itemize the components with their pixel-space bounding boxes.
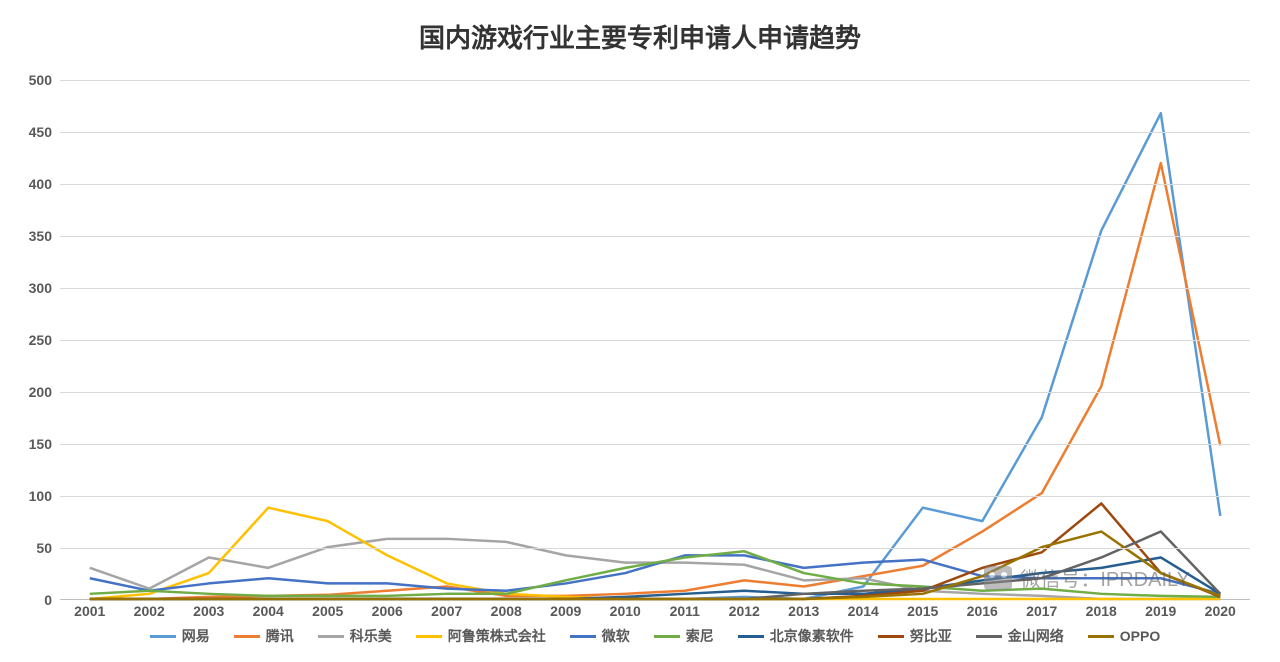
legend-item: 科乐美 — [318, 626, 392, 646]
x-tick-label: 2011 — [670, 603, 700, 619]
x-tick-label: 2019 — [1145, 603, 1176, 619]
legend-label: 努比亚 — [910, 626, 952, 646]
gridline — [60, 236, 1250, 237]
series-line — [90, 163, 1221, 599]
legend-label: 微软 — [602, 626, 630, 646]
x-tick-label: 2001 — [74, 603, 105, 619]
gridline — [60, 184, 1250, 185]
legend-item: 网易 — [150, 626, 210, 646]
x-axis-labels: 2001 2002 2003 2004 2005 2006 2007 2008 2009 2010… — [60, 599, 1250, 623]
x-tick-label: 2008 — [491, 603, 522, 619]
x-tick-label: 2018 — [1086, 603, 1117, 619]
gridline — [60, 80, 1250, 81]
series-line — [90, 113, 1221, 599]
x-tick-label: 2007 — [431, 603, 462, 619]
y-tick-label: 350 — [29, 228, 52, 244]
x-tick-label: 2006 — [372, 603, 403, 619]
x-tick-label: 2017 — [1026, 603, 1057, 619]
gridline — [60, 132, 1250, 133]
x-tick-label: 2015 — [907, 603, 938, 619]
legend-item: 腾讯 — [234, 626, 294, 646]
x-tick-label: 2012 — [729, 603, 760, 619]
legend-swatch — [976, 635, 1002, 638]
legend-label: 索尼 — [686, 626, 714, 646]
legend-item: 阿鲁策株式会社 — [416, 626, 546, 646]
legend-item: 努比亚 — [878, 626, 952, 646]
gridline — [60, 496, 1250, 497]
legend-item: 北京像素软件 — [738, 626, 854, 646]
x-tick-label: 2014 — [848, 603, 879, 619]
legend-swatch — [654, 635, 680, 638]
legend-label: OPPO — [1120, 628, 1160, 644]
plot-area: 2001200220032004200520062007200820092010… — [60, 80, 1250, 600]
x-tick-label: 2016 — [967, 603, 998, 619]
wechat-icon — [984, 566, 1012, 590]
gridline — [60, 444, 1250, 445]
chart-legend: 网易 腾讯 科乐美 阿鲁策株式会社 微软 索尼 北京像素软件 努比亚 金山网络 OPPO — [60, 626, 1250, 646]
legend-label: 科乐美 — [350, 626, 392, 646]
legend-swatch — [570, 635, 596, 638]
legend-label: 腾讯 — [266, 626, 294, 646]
legend-swatch — [1088, 635, 1114, 638]
gridline — [60, 548, 1250, 549]
gridline — [60, 288, 1250, 289]
y-tick-label: 400 — [29, 176, 52, 192]
x-tick-label: 2013 — [788, 603, 819, 619]
x-tick-label: 2020 — [1205, 603, 1236, 619]
y-tick-label: 150 — [29, 436, 52, 452]
legend-item: OPPO — [1088, 626, 1160, 646]
watermark-text: 微信号：IPRDAILY — [1020, 563, 1190, 592]
chart-title: 国内游戏行业主要专利申请人申请趋势 — [10, 10, 1270, 59]
legend-swatch — [878, 635, 904, 638]
y-tick-label: 450 — [29, 124, 52, 140]
x-tick-label: 2010 — [610, 603, 641, 619]
legend-swatch — [318, 635, 344, 638]
y-tick-label: 500 — [29, 72, 52, 88]
gridline — [60, 340, 1250, 341]
y-tick-label: 200 — [29, 384, 52, 400]
legend-label: 网易 — [182, 626, 210, 646]
x-tick-label: 2002 — [134, 603, 165, 619]
legend-label: 金山网络 — [1008, 626, 1064, 646]
legend-swatch — [150, 635, 176, 638]
y-tick-label: 100 — [29, 488, 52, 504]
chart-container: 国内游戏行业主要专利申请人申请趋势 2001 2002 2003 2004 2005 20… — [10, 10, 1270, 652]
legend-swatch — [416, 635, 442, 638]
y-tick-label: 250 — [29, 332, 52, 348]
x-tick-label: 2003 — [193, 603, 224, 619]
gridline — [60, 392, 1250, 393]
x-tick-label: 2004 — [253, 603, 284, 619]
y-tick-label: 0 — [44, 592, 52, 608]
legend-swatch — [234, 635, 260, 638]
x-tick-label: 2009 — [550, 603, 581, 619]
watermark: 微信号：IPRDAILY — [984, 563, 1190, 592]
y-tick-label: 50 — [36, 540, 52, 556]
legend-label: 北京像素软件 — [770, 626, 854, 646]
legend-item: 微软 — [570, 626, 630, 646]
y-tick-label: 300 — [29, 280, 52, 296]
legend-item: 索尼 — [654, 626, 714, 646]
legend-item: 金山网络 — [976, 626, 1064, 646]
x-tick-label: 2005 — [312, 603, 343, 619]
legend-swatch — [738, 635, 764, 638]
legend-label: 阿鲁策株式会社 — [448, 626, 546, 646]
